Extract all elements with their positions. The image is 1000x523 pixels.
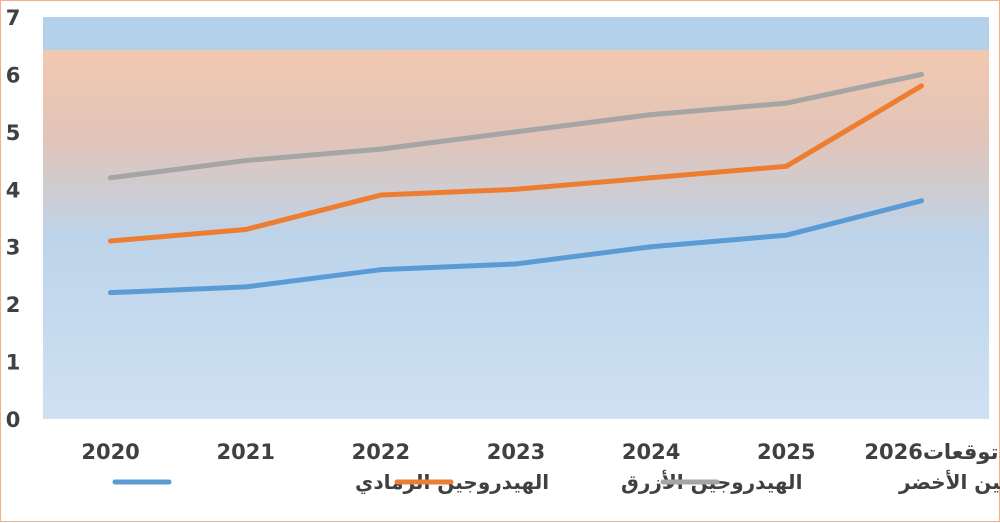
x-tick-label: 2023 xyxy=(487,440,545,464)
data-point xyxy=(648,175,654,181)
data-point xyxy=(108,238,114,244)
data-point xyxy=(918,71,924,77)
data-point xyxy=(783,163,789,169)
y-tick-label: 0 xyxy=(6,408,21,432)
data-point xyxy=(378,146,384,152)
data-point xyxy=(783,232,789,238)
x-tick-label: 2020 xyxy=(81,440,139,464)
x-tick-label: 2022 xyxy=(352,440,410,464)
x-tick-label: توقعات2026 xyxy=(864,440,998,464)
data-point xyxy=(243,226,249,232)
data-point xyxy=(378,192,384,198)
y-tick-label: 4 xyxy=(6,178,21,202)
y-tick-label: 3 xyxy=(6,236,21,260)
y-tick-label: 7 xyxy=(6,6,21,30)
data-point xyxy=(243,158,249,164)
y-tick-label: 5 xyxy=(6,121,21,145)
y-tick-label: 1 xyxy=(6,351,21,375)
data-point xyxy=(378,267,384,273)
data-point xyxy=(648,112,654,118)
data-point xyxy=(648,244,654,250)
x-tick-label: 2024 xyxy=(622,440,680,464)
data-point xyxy=(513,261,519,267)
data-point xyxy=(243,284,249,290)
data-point xyxy=(108,175,114,181)
legend-label: الهيدروجين الأخضر xyxy=(898,469,1000,494)
data-point xyxy=(918,198,924,204)
x-tick-label: 2021 xyxy=(216,440,274,464)
y-tick-label: 2 xyxy=(6,293,21,317)
data-point xyxy=(513,129,519,135)
x-tick-label: 2025 xyxy=(757,440,815,464)
y-tick-label: 6 xyxy=(6,63,21,87)
data-point xyxy=(783,100,789,106)
plot-background xyxy=(43,17,989,419)
data-point xyxy=(513,186,519,192)
plot-top-band xyxy=(43,17,989,50)
data-point xyxy=(918,83,924,89)
data-point xyxy=(108,290,114,296)
